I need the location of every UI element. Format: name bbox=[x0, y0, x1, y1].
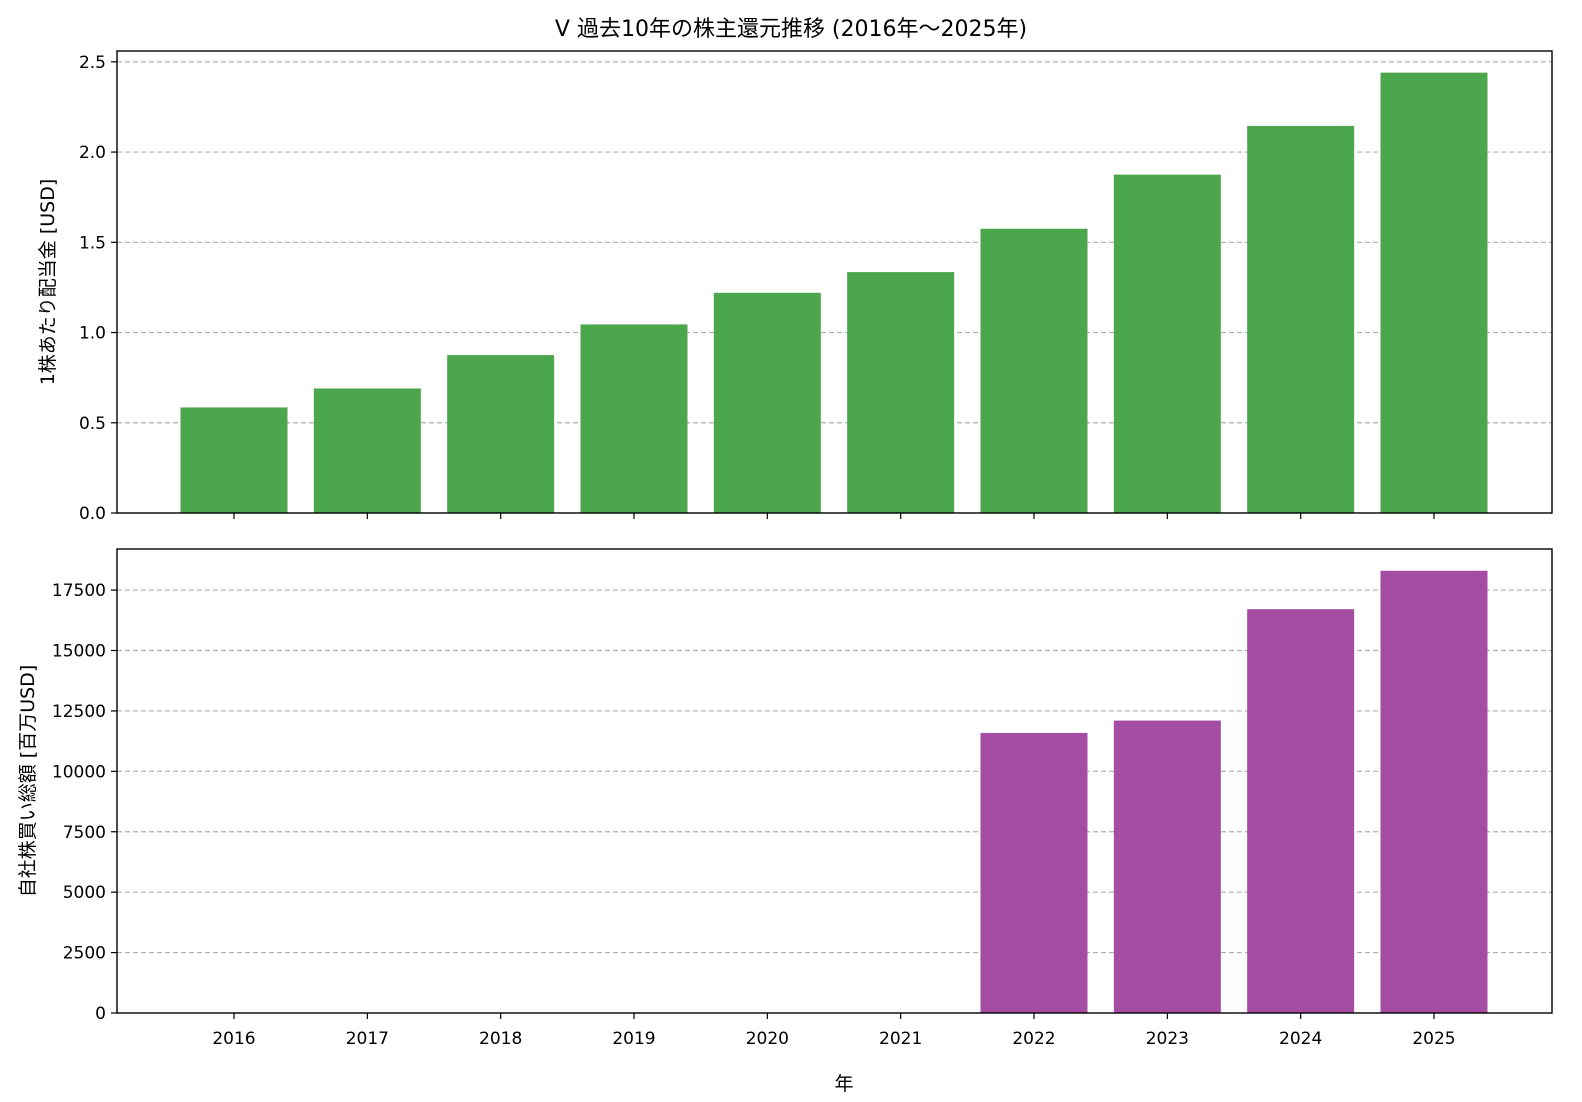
buyback-y-tick-label: 10000 bbox=[52, 762, 106, 782]
dividend-bar-2017 bbox=[313, 388, 421, 513]
dividend-bar-2022 bbox=[980, 228, 1088, 513]
x-axis-label: 年 bbox=[834, 1073, 853, 1095]
x-tick-label-2021: 2021 bbox=[879, 1029, 922, 1049]
dividend-y-tick-label: 0.0 bbox=[79, 504, 106, 524]
dividend-plot-frame bbox=[116, 50, 1553, 514]
buyback-x-ticks: 2016 2017 2018 2019 2020 2021 2022 2023 2024 2025 bbox=[212, 1013, 1456, 1049]
buyback-y-tick-label: 2500 bbox=[63, 944, 106, 964]
dividend-y-tick-label: 2.5 bbox=[79, 53, 106, 73]
dividend-y-ticks: 0.0 0.5 1.0 1.5 2.0 2.5 bbox=[79, 53, 117, 524]
dividend-y-tick-label: 1.5 bbox=[79, 233, 106, 253]
buyback-y-tick-label: 12500 bbox=[52, 702, 106, 722]
dividend-bar-2025 bbox=[1380, 72, 1488, 513]
dividend-bar-2016 bbox=[180, 407, 288, 513]
x-tick-label-2023: 2023 bbox=[1146, 1029, 1189, 1049]
dividend-panel: 0.0 0.5 1.0 1.5 2.0 2.5 1株あたり配当金 [USD] bbox=[37, 50, 1553, 524]
buyback-plot-frame bbox=[116, 548, 1553, 1014]
x-tick-label-2024: 2024 bbox=[1279, 1029, 1322, 1049]
x-tick-label-2019: 2019 bbox=[612, 1029, 655, 1049]
dividend-bars bbox=[180, 72, 1488, 513]
dividend-y-tick-label: 0.5 bbox=[79, 414, 106, 434]
buyback-y-axis-label: 自社株買い総額 [百万USD] bbox=[17, 665, 39, 897]
buyback-bar-2025 bbox=[1380, 570, 1488, 1013]
buyback-y-ticks: 0 2500 5000 7500 10000 12500 15000 17500 bbox=[52, 581, 117, 1024]
x-tick-label-2022: 2022 bbox=[1012, 1029, 1055, 1049]
x-tick-label-2016: 2016 bbox=[212, 1029, 255, 1049]
x-tick-label-2020: 2020 bbox=[746, 1029, 789, 1049]
buyback-y-tick-label: 15000 bbox=[52, 642, 106, 662]
chart-title: V 過去10年の株主還元推移 (2016年～2025年) bbox=[555, 17, 1027, 42]
dividend-bar-2019 bbox=[580, 324, 688, 513]
x-tick-label-2018: 2018 bbox=[479, 1029, 522, 1049]
dividend-y-tick-label: 2.0 bbox=[79, 143, 106, 163]
x-tick-label-2017: 2017 bbox=[346, 1029, 389, 1049]
dividend-y-axis-label: 1株あたり配当金 [USD] bbox=[37, 179, 59, 386]
dividend-y-tick-label: 1.0 bbox=[79, 324, 106, 344]
buyback-bar-2022 bbox=[980, 732, 1088, 1013]
x-tick-label-2025: 2025 bbox=[1412, 1029, 1455, 1049]
buyback-y-tick-label: 5000 bbox=[63, 883, 106, 903]
dividend-x-ticks bbox=[233, 513, 1435, 519]
dividend-bar-2021 bbox=[847, 272, 955, 513]
dividend-bar-2023 bbox=[1113, 174, 1221, 513]
buyback-y-tick-label: 0 bbox=[95, 1004, 106, 1024]
dividend-bar-2018 bbox=[447, 355, 555, 513]
buyback-y-tick-label: 17500 bbox=[52, 581, 106, 601]
buyback-bars bbox=[980, 570, 1488, 1013]
buyback-bar-2024 bbox=[1247, 609, 1355, 1013]
dividend-bar-2020 bbox=[713, 292, 821, 513]
buyback-bar-2023 bbox=[1113, 720, 1221, 1013]
buyback-y-tick-label: 7500 bbox=[63, 823, 106, 843]
dividend-bar-2024 bbox=[1247, 125, 1355, 513]
